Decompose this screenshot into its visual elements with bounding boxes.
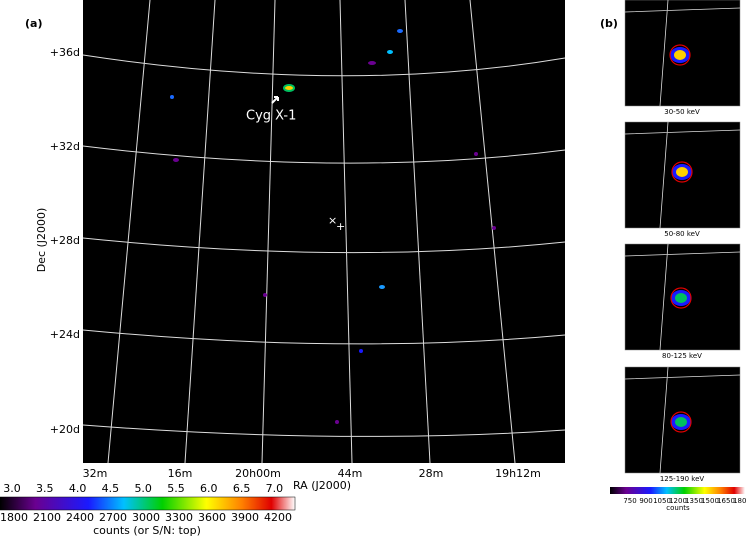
- small-colorbar-tick: 1800: [733, 497, 747, 505]
- svg-text:+: +: [336, 220, 345, 233]
- y-axis-title: Dec (J2000): [35, 208, 48, 273]
- y-tick-label: +20d: [50, 423, 80, 436]
- small-colorbar-caption: counts: [666, 504, 690, 512]
- colorbar-top-tick: 6.0: [200, 482, 218, 495]
- source: [676, 167, 688, 177]
- source: [675, 293, 687, 303]
- source-circle: [670, 411, 692, 433]
- x-tick-label: 19h12m: [495, 467, 541, 480]
- small-colorbar-tick: 900: [639, 497, 652, 505]
- band-label: 125-190 keV: [660, 475, 705, 483]
- x-tick-label: 44m: [338, 467, 363, 480]
- small-colorbar: [610, 487, 745, 494]
- panel-label: (b): [600, 17, 618, 30]
- colorbar-top-tick: 7.0: [266, 482, 284, 495]
- source-circle: [671, 161, 693, 183]
- small-colorbar-tick: 1200: [669, 497, 687, 505]
- colorbar-bottom-tick: 3900: [231, 511, 259, 524]
- colorbar-bottom-tick: 3300: [165, 511, 193, 524]
- colorbar: [0, 496, 296, 511]
- sky-map: × + Cyg X-1: [82, 0, 566, 464]
- colorbar-top-tick: 4.5: [102, 482, 120, 495]
- y-tick-label: +36d: [50, 46, 80, 59]
- colorbar-bottom-tick: 1800: [0, 511, 28, 524]
- band-panels: 30-50 keV 50-80 keV 80-125 keV 125-190 keV: [624, 0, 741, 483]
- colorbar-bottom-tick: 3000: [132, 511, 160, 524]
- source: [675, 417, 687, 427]
- small-colorbar-tick: 1500: [701, 497, 719, 505]
- band-label: 50-80 keV: [664, 230, 700, 238]
- small-colorbar-tick: 1350: [685, 497, 703, 505]
- source-circle: [669, 44, 691, 66]
- x-axis-title: RA (J2000): [293, 479, 351, 492]
- grid-line: [624, 243, 741, 351]
- x-tick-label: 28m: [419, 467, 444, 480]
- panel-label: (a): [25, 17, 42, 30]
- colorbar-caption: counts (or S/N: top): [93, 524, 201, 536]
- colorbar-top-tick: 5.5: [167, 482, 185, 495]
- x-tick-label: 16m: [168, 467, 193, 480]
- colorbar-bottom-tick: 3600: [198, 511, 226, 524]
- colorbar-top-tick: 3.0: [3, 482, 21, 495]
- colorbar-top-tick: 5.0: [134, 482, 152, 495]
- x-tick-label: 20h00m: [235, 467, 281, 480]
- grid-line: [624, 0, 741, 107]
- small-colorbar-tick: 1650: [717, 497, 735, 505]
- colorbar-bottom-tick: 2400: [66, 511, 94, 524]
- colorbar-bottom-tick: 4200: [264, 511, 292, 524]
- source-circle: [670, 287, 692, 309]
- colorbar-top-tick: 4.0: [69, 482, 87, 495]
- small-colorbar-tick: 750: [623, 497, 636, 505]
- source-label: Cyg X-1: [246, 109, 296, 124]
- y-tick-label: +28d: [50, 234, 80, 247]
- y-tick-label: +32d: [50, 140, 80, 153]
- grid-line: [624, 121, 741, 229]
- y-tick-label: +24d: [50, 328, 80, 341]
- x-tick-label: 32m: [83, 467, 108, 480]
- source: [674, 50, 686, 60]
- band-label: 30-50 keV: [664, 108, 700, 116]
- colorbar-top-tick: 3.5: [36, 482, 54, 495]
- colorbar-bottom-tick: 2700: [99, 511, 127, 524]
- grid-line: [624, 366, 741, 474]
- small-colorbar-tick: 1050: [653, 497, 671, 505]
- colorbar-top-tick: 6.5: [233, 482, 251, 495]
- band-label: 80-125 keV: [662, 352, 702, 360]
- svg-text:×: ×: [328, 214, 337, 227]
- colorbar-bottom-tick: 2100: [33, 511, 61, 524]
